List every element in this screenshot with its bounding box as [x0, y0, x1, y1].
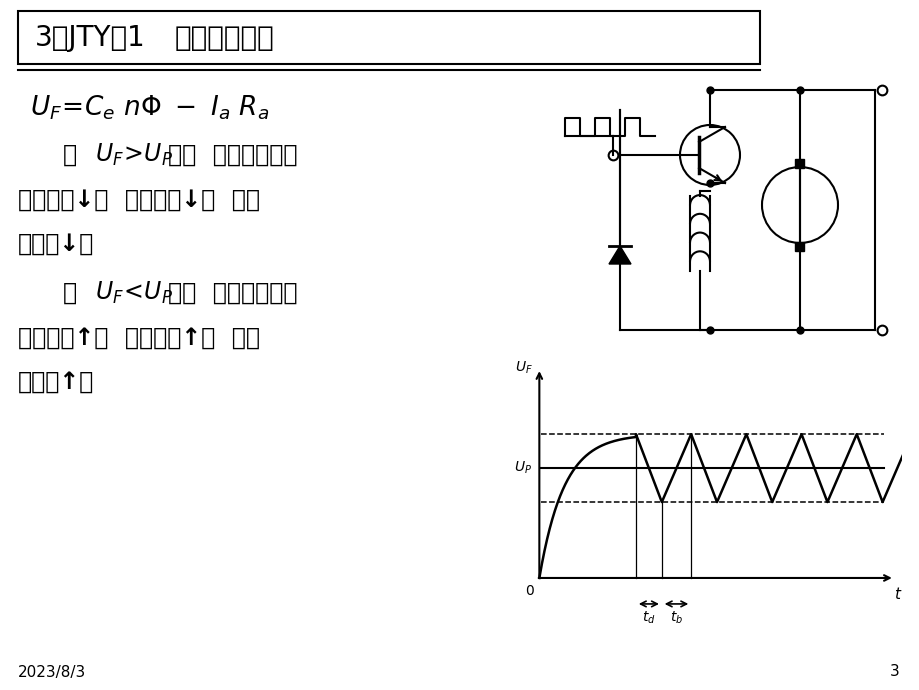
Text: 激磁电流↑，  激磁磁通↑，  发电: 激磁电流↑， 激磁磁通↑， 发电 — [18, 326, 260, 350]
Text: $t_b$: $t_b$ — [669, 610, 682, 627]
Text: 3．JTY－1: 3．JTY－1 — [35, 24, 145, 52]
Bar — [795, 159, 803, 168]
Text: 0: 0 — [525, 584, 534, 598]
Text: $U_F\!>\!U_P$: $U_F\!>\!U_P$ — [95, 142, 173, 168]
Text: 时，  开关管截止，: 时， 开关管截止， — [168, 143, 297, 167]
Text: $t_d$: $t_d$ — [641, 610, 655, 627]
Text: $t$: $t$ — [893, 586, 902, 602]
Text: 2023/8/3: 2023/8/3 — [18, 664, 86, 680]
Text: $U_F\!<\!U_P$: $U_F\!<\!U_P$ — [95, 280, 173, 306]
Text: 机电压↓。: 机电压↓。 — [18, 232, 94, 256]
Text: 当: 当 — [30, 143, 77, 167]
Text: 机电压↑。: 机电压↑。 — [18, 370, 94, 394]
Text: 激磁电流↓，  激磁磁通↓，  发电: 激磁电流↓， 激磁磁通↓， 发电 — [18, 188, 260, 212]
Bar — [795, 242, 803, 251]
Text: $U_F\!=\!C_e\ \mathit{n}\Phi\ -\ I_a\ R_a$: $U_F\!=\!C_e\ \mathit{n}\Phi\ -\ I_a\ R_… — [30, 94, 269, 122]
Text: 时，  开关管导通，: 时， 开关管导通， — [168, 281, 297, 305]
Text: 当: 当 — [30, 281, 77, 305]
Text: $U_F$: $U_F$ — [514, 360, 532, 377]
Text: 3: 3 — [890, 664, 899, 680]
Polygon shape — [608, 246, 630, 264]
Text: 晶体管调压器: 晶体管调压器 — [175, 24, 275, 52]
Text: $U_P$: $U_P$ — [514, 460, 532, 476]
